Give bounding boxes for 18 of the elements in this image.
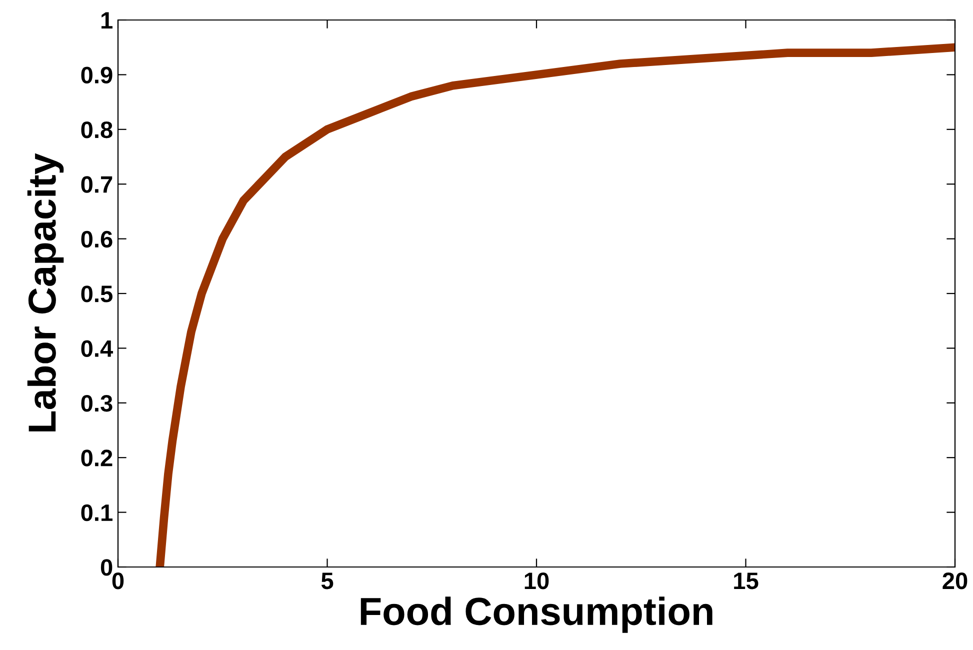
y-tick-label: 0.8 [81,121,112,138]
y-tick-label: 1 [101,12,112,29]
x-tick-label: 15 [734,572,758,590]
x-tick-label: 5 [321,572,334,590]
y-tick-label: 0 [100,559,112,576]
y-axis-title: Labor Capacity [27,153,64,432]
y-tick-label: 0.3 [81,394,112,412]
y-tick-label: 0.2 [81,450,112,466]
y-tick-label: 0.1 [81,504,112,522]
y-tick-label: 0.7 [81,176,112,193]
x-tick-label: 20 [942,572,968,590]
y-tick-label: 0.6 [81,230,112,248]
y-tick-label: 0.4 [81,340,114,357]
x-tick-label: 10 [524,572,549,590]
x-tick-label: 0 [112,572,124,590]
x-axis-title: Food Consumption [360,596,712,633]
y-tick-label: 0.9 [81,66,112,84]
y-tick-label: 0.5 [81,286,112,302]
